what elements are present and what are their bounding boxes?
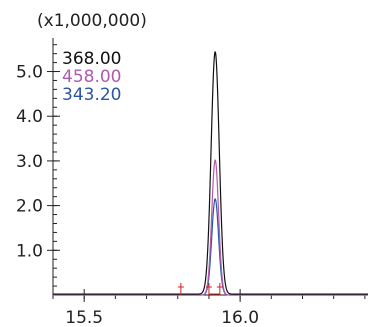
y-multiplier-label: (x1,000,000) bbox=[37, 11, 147, 31]
x-tick-label: 16.0 bbox=[221, 308, 259, 327]
y-tick-label: 3.0 bbox=[16, 152, 43, 172]
y-tick-label: 2.0 bbox=[16, 197, 43, 217]
trace-458-00 bbox=[53, 159, 368, 296]
y-tick-label: 4.0 bbox=[16, 107, 43, 127]
trace-368-00 bbox=[53, 50, 368, 295]
axes: 1.0 2.0 3.0 4.0 5.0 15.5 16.0 bbox=[16, 38, 368, 327]
traces bbox=[53, 50, 368, 296]
legend-entry: 458.00 bbox=[62, 67, 121, 87]
y-tick-label: 1.0 bbox=[16, 241, 43, 261]
markers bbox=[177, 283, 223, 295]
legend-entry: 343.20 bbox=[62, 85, 121, 105]
legend-entry: 368.00 bbox=[62, 49, 121, 69]
y-tick-label: 5.0 bbox=[16, 63, 43, 83]
x-tick-label: 15.5 bbox=[65, 308, 103, 327]
